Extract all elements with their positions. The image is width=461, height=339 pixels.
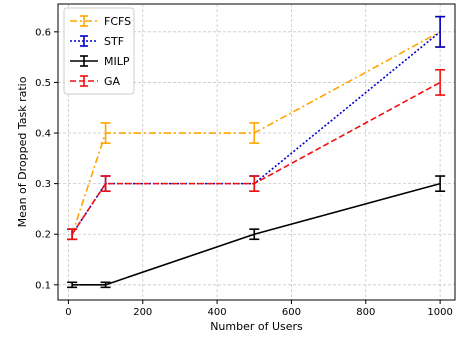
legend-label: STF [104, 35, 124, 48]
y-tick-label: 0.2 [35, 230, 51, 241]
y-axis-label: Mean of Dropped Task ratio [16, 76, 29, 227]
y-tick-label: 0.5 [35, 78, 51, 89]
x-tick-label: 1000 [427, 307, 452, 318]
series-layer [67, 15, 446, 289]
series-line-stf [71, 31, 441, 235]
error-bar-fcfs [249, 122, 260, 144]
error-bar-stf [435, 15, 446, 48]
x-tick-label: 600 [282, 307, 301, 318]
x-tick-label: 0 [65, 307, 71, 318]
legend-entry-stf: STF [70, 35, 124, 48]
series-line-milp [72, 182, 441, 286]
legend: FCFS STF MILP GA [63, 7, 135, 95]
legend-entry-ga: GA [70, 75, 121, 88]
series-line-fcfs [71, 31, 441, 235]
error-bar-milp [249, 228, 260, 241]
x-axis-label: Number of Users [210, 320, 303, 333]
plot-frame [57, 3, 456, 301]
error-bar-milp [100, 281, 111, 289]
legend-entry-milp: MILP [70, 55, 130, 68]
legend-box [63, 7, 135, 95]
legend-label: GA [104, 75, 121, 88]
x-tick-label: 800 [356, 307, 375, 318]
error-bar-milp [67, 281, 78, 289]
legend-label: MILP [104, 55, 130, 68]
error-bar-ga [249, 175, 260, 193]
error-bar-ga [100, 175, 111, 193]
error-bar-milp [435, 175, 446, 193]
error-bar-ga [67, 228, 78, 241]
y-tick-label: 0.1 [35, 280, 51, 291]
x-tick-label: 200 [133, 307, 152, 318]
legend-entry-fcfs: FCFS [70, 15, 131, 28]
axis-ticks: 0 200 400 600 800 1000 0.1 0.2 0.3 0.4 0.5 0.6 [35, 27, 453, 318]
error-bar-ga [435, 68, 446, 96]
legend-label: FCFS [104, 15, 131, 28]
y-tick-label: 0.4 [35, 129, 51, 140]
x-tick-label: 400 [208, 307, 227, 318]
y-tick-label: 0.3 [35, 179, 51, 190]
series-line-ga [71, 81, 441, 235]
error-bar-fcfs [100, 122, 111, 144]
series-ga [67, 68, 446, 241]
y-tick-label: 0.6 [35, 27, 51, 38]
series-milp [67, 175, 446, 289]
